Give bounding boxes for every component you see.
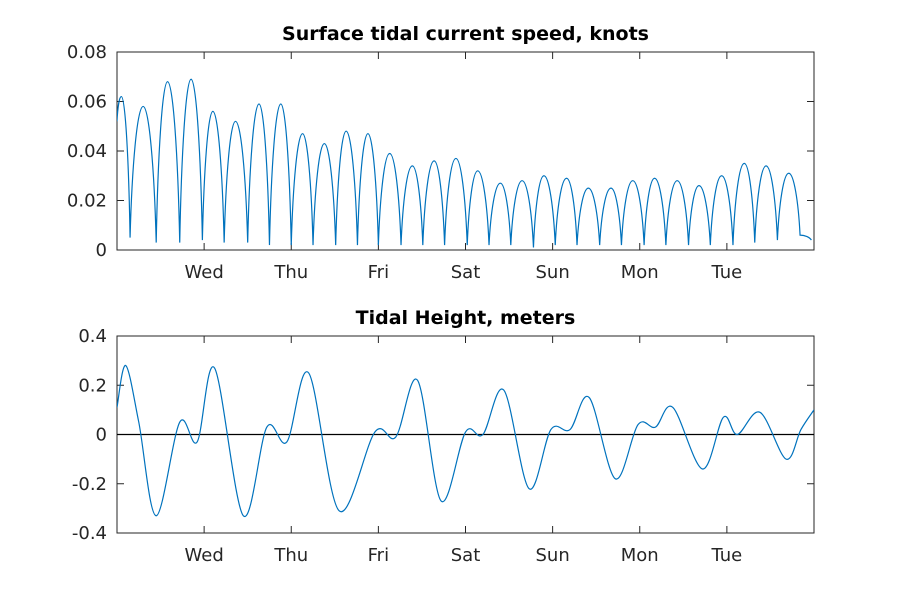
height-chart-title: Tidal Height, meters [356,307,576,329]
current-xtick-label: Fri [368,262,389,283]
current-xtick-label: Sun [536,262,570,283]
height-xtick-label: Mon [621,545,659,566]
height-ytick-label: 0 [96,425,107,446]
current-axes: Surface tidal current speed, knots 0 0.02 0… [67,23,815,283]
height-series-line [117,364,814,517]
height-xtick-label: Wed [185,545,224,566]
height-xtick-label: Fri [368,545,389,566]
height-ytick-label: 0.2 [78,375,107,396]
height-xtick-label: Sun [536,545,570,566]
height-ytick-label: -0.4 [72,523,107,544]
current-xtick-label: Tue [711,262,743,283]
height-axes: Tidal Height, meters -0.4 -0.2 0 0.2 0.4 Wed Th… [72,307,815,566]
current-xtick-label: Sat [451,262,481,283]
current-chart-title: Surface tidal current speed, knots [282,23,649,45]
current-ytick-label: 0.04 [67,141,107,162]
current-xtick-label: Mon [621,262,659,283]
height-xtick-label: Thu [273,545,308,566]
current-xtick-label: Wed [185,262,224,283]
current-ytick-label: 0.08 [67,42,107,63]
current-ytick-label: 0.02 [67,191,107,212]
height-ytick-label: 0.4 [78,326,107,347]
current-xtick-label: Thu [273,262,308,283]
height-xtick-label: Tue [711,545,743,566]
current-ytick-label: 0 [96,240,107,261]
height-ytick-label: -0.2 [72,474,107,495]
height-xtick-label: Sat [451,545,481,566]
current-ytick-label: 0.06 [67,92,107,113]
current-series-line [117,78,812,248]
